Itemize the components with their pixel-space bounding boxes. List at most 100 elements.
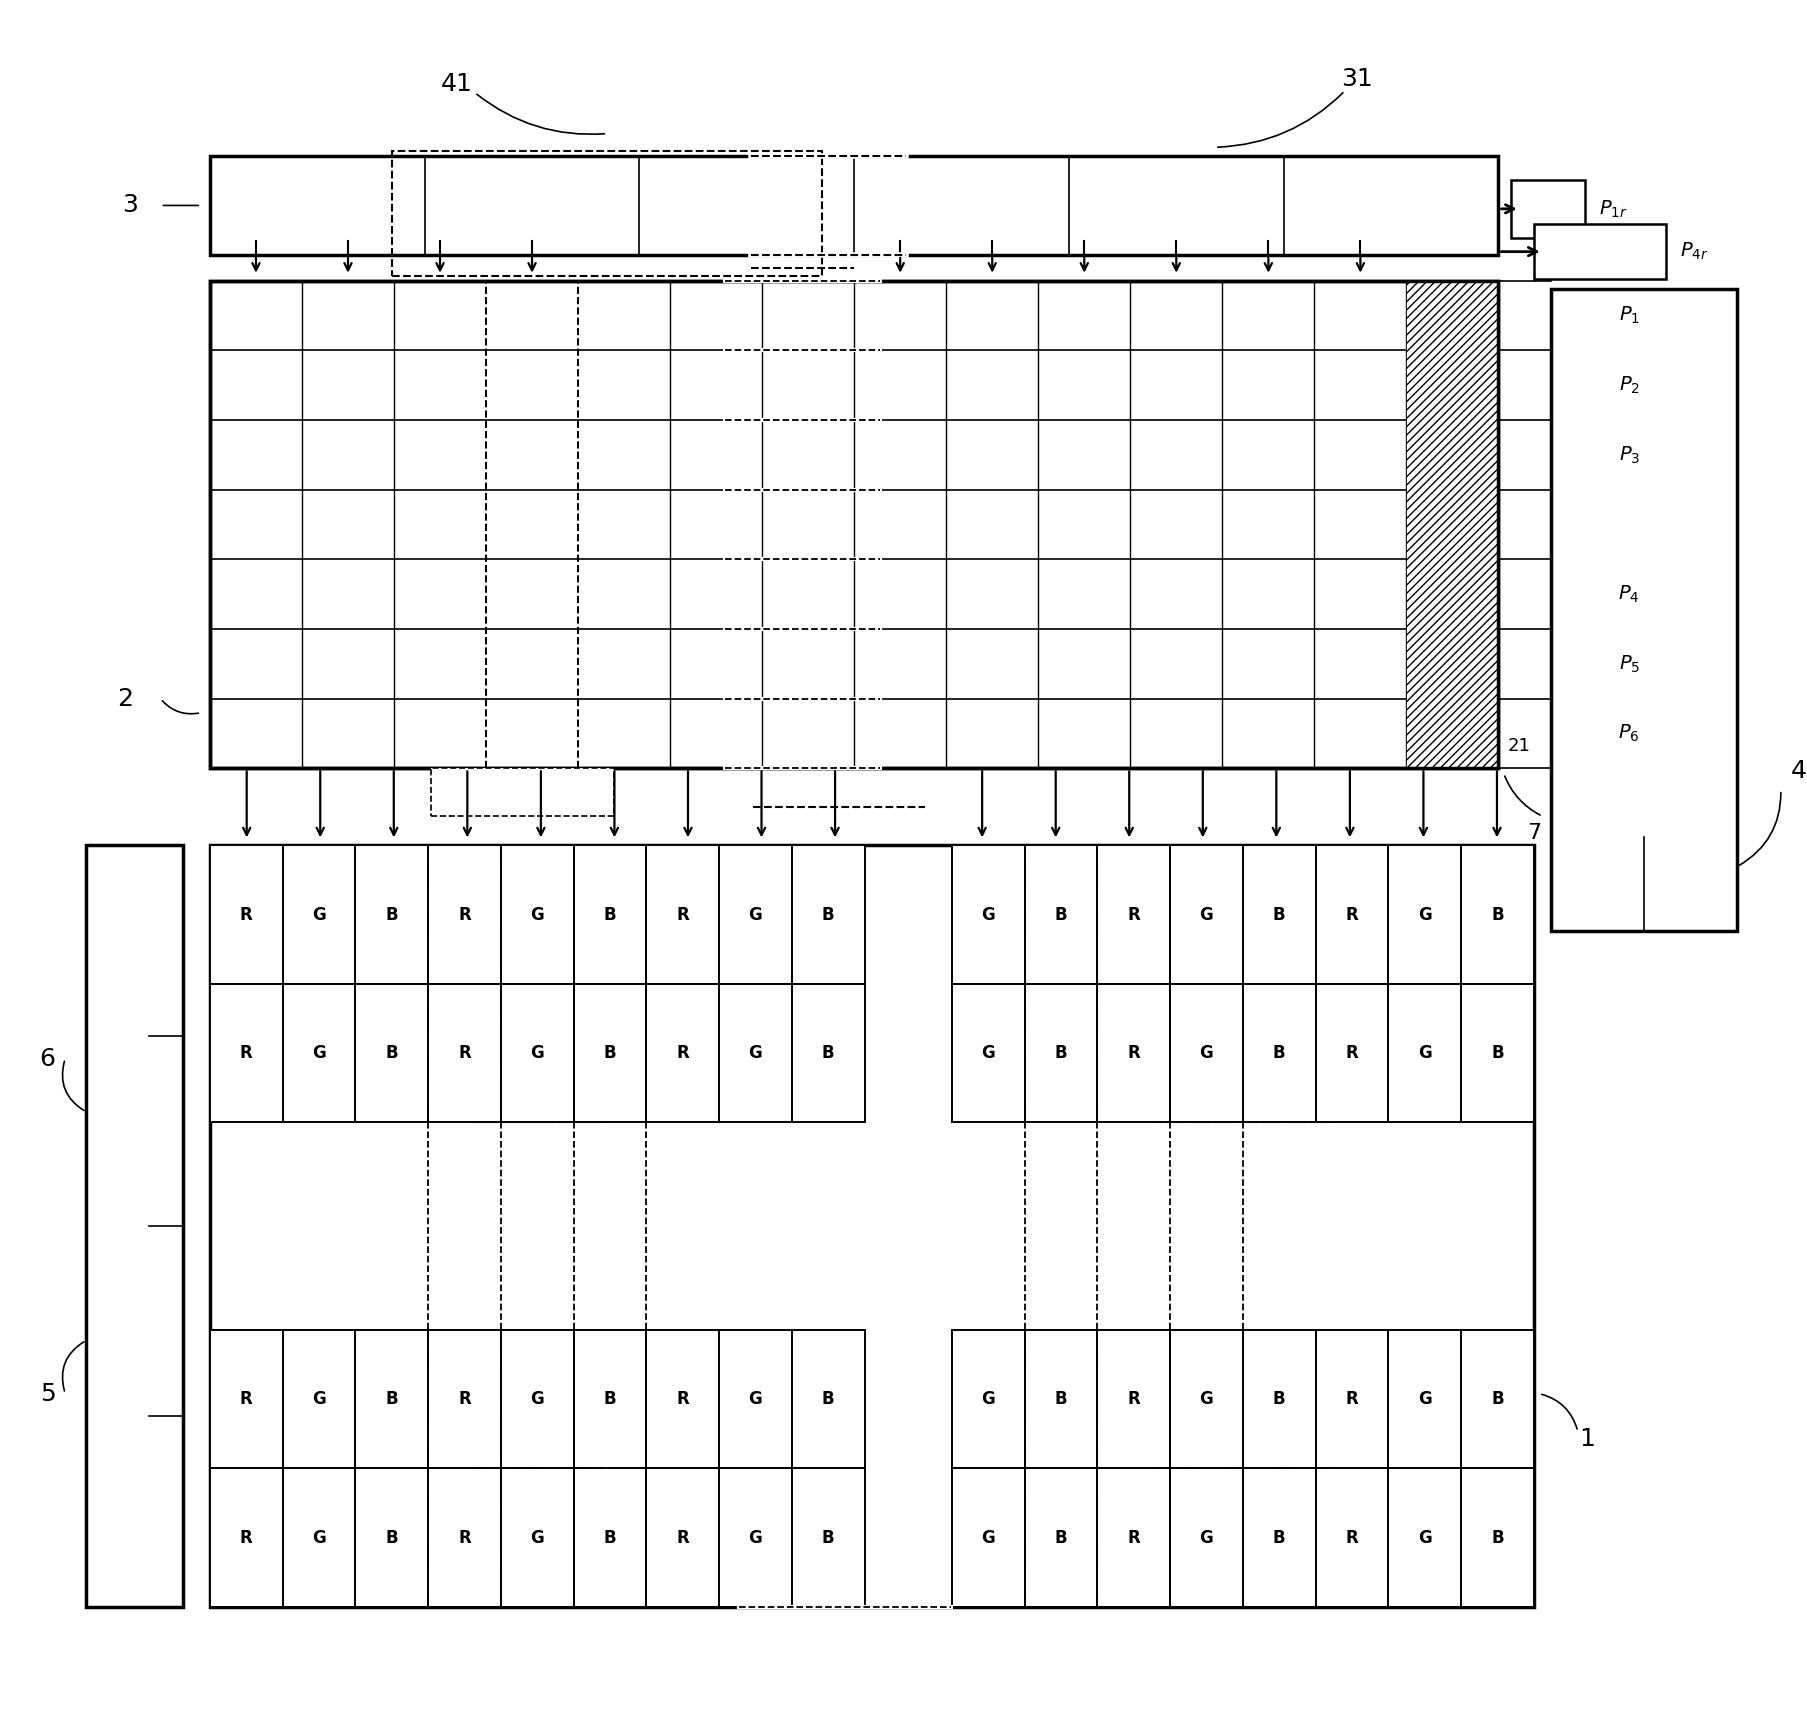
Bar — [1169, 845, 1241, 983]
Bar — [210, 1468, 282, 1606]
Bar — [645, 845, 719, 983]
Bar — [719, 1468, 791, 1606]
Bar — [356, 983, 428, 1123]
Bar — [950, 1468, 1025, 1606]
Text: G: G — [1198, 906, 1212, 923]
Text: G: G — [313, 1390, 325, 1408]
Text: G: G — [529, 1390, 544, 1408]
Text: R: R — [1344, 906, 1357, 923]
Text: B: B — [1272, 1528, 1285, 1547]
Bar — [1241, 1468, 1315, 1606]
Bar — [282, 983, 356, 1123]
Bar — [573, 1330, 645, 1468]
Text: R: R — [240, 906, 253, 923]
Bar — [356, 845, 428, 983]
Bar — [950, 983, 1025, 1123]
Text: R: R — [1128, 1528, 1140, 1547]
Bar — [501, 983, 573, 1123]
Bar — [1460, 1468, 1532, 1606]
Text: R: R — [1128, 906, 1140, 923]
Bar — [430, 768, 614, 816]
Bar — [573, 1468, 645, 1606]
Text: B: B — [604, 1390, 616, 1408]
Bar — [1315, 845, 1388, 983]
Bar — [282, 1330, 356, 1468]
Text: R: R — [240, 1390, 253, 1408]
Bar — [950, 845, 1025, 983]
Text: B: B — [604, 1044, 616, 1063]
Bar — [501, 1468, 573, 1606]
Text: 7: 7 — [1525, 823, 1540, 844]
Text: B: B — [1272, 906, 1285, 923]
Bar — [210, 845, 282, 983]
Text: $P_4$: $P_4$ — [1617, 583, 1639, 605]
Text: R: R — [457, 906, 470, 923]
Bar — [210, 281, 1498, 768]
Text: 2: 2 — [117, 687, 134, 711]
Bar — [501, 1330, 573, 1468]
Text: B: B — [385, 1044, 398, 1063]
Text: 6: 6 — [40, 1047, 56, 1071]
Text: G: G — [1198, 1390, 1212, 1408]
Text: B: B — [822, 906, 835, 923]
Text: R: R — [676, 1044, 688, 1063]
Text: 1: 1 — [1578, 1427, 1594, 1451]
Text: B: B — [1272, 1044, 1285, 1063]
Text: $P_{4r}$: $P_{4r}$ — [1679, 242, 1708, 262]
Text: R: R — [240, 1528, 253, 1547]
Text: $P_1$: $P_1$ — [1617, 305, 1639, 326]
Bar — [719, 983, 791, 1123]
Text: R: R — [457, 1528, 470, 1547]
Bar — [1025, 983, 1097, 1123]
Bar — [210, 155, 1498, 255]
Bar — [645, 1330, 719, 1468]
Text: R: R — [457, 1044, 470, 1063]
Text: B: B — [604, 1528, 616, 1547]
Bar — [1097, 983, 1169, 1123]
Text: B: B — [1053, 906, 1066, 923]
Bar — [1460, 983, 1532, 1123]
Bar — [428, 1330, 501, 1468]
Text: G: G — [1417, 1528, 1431, 1547]
Text: $P_5$: $P_5$ — [1617, 654, 1639, 674]
Bar — [1315, 1330, 1388, 1468]
Bar — [719, 845, 791, 983]
Text: G: G — [748, 906, 763, 923]
Bar — [791, 845, 864, 983]
Text: G: G — [981, 1528, 994, 1547]
Bar — [1388, 845, 1460, 983]
Bar — [1097, 1468, 1169, 1606]
Bar — [1388, 983, 1460, 1123]
Text: G: G — [529, 1044, 544, 1063]
Text: G: G — [313, 906, 325, 923]
Bar — [791, 983, 864, 1123]
Bar — [282, 1468, 356, 1606]
Text: G: G — [981, 906, 994, 923]
Bar — [1511, 179, 1585, 238]
Text: R: R — [1128, 1390, 1140, 1408]
Bar — [87, 845, 183, 1606]
Bar — [1388, 1468, 1460, 1606]
Bar — [645, 1468, 719, 1606]
Bar — [573, 983, 645, 1123]
Text: 5: 5 — [40, 1382, 56, 1406]
Bar — [1097, 1330, 1169, 1468]
Text: R: R — [676, 906, 688, 923]
Text: R: R — [1344, 1390, 1357, 1408]
Text: B: B — [822, 1044, 835, 1063]
Text: 21: 21 — [1507, 737, 1529, 756]
Bar — [210, 845, 1532, 1606]
Bar — [645, 983, 719, 1123]
Text: 3: 3 — [123, 193, 139, 217]
Text: G: G — [1198, 1528, 1212, 1547]
Bar — [1169, 1330, 1241, 1468]
Bar — [1460, 1330, 1532, 1468]
Text: B: B — [385, 1390, 398, 1408]
Text: G: G — [748, 1528, 763, 1547]
Text: G: G — [981, 1390, 994, 1408]
Text: R: R — [457, 1390, 470, 1408]
Text: G: G — [529, 1528, 544, 1547]
Bar — [1025, 1468, 1097, 1606]
Text: G: G — [1417, 906, 1431, 923]
Text: G: G — [1417, 1044, 1431, 1063]
